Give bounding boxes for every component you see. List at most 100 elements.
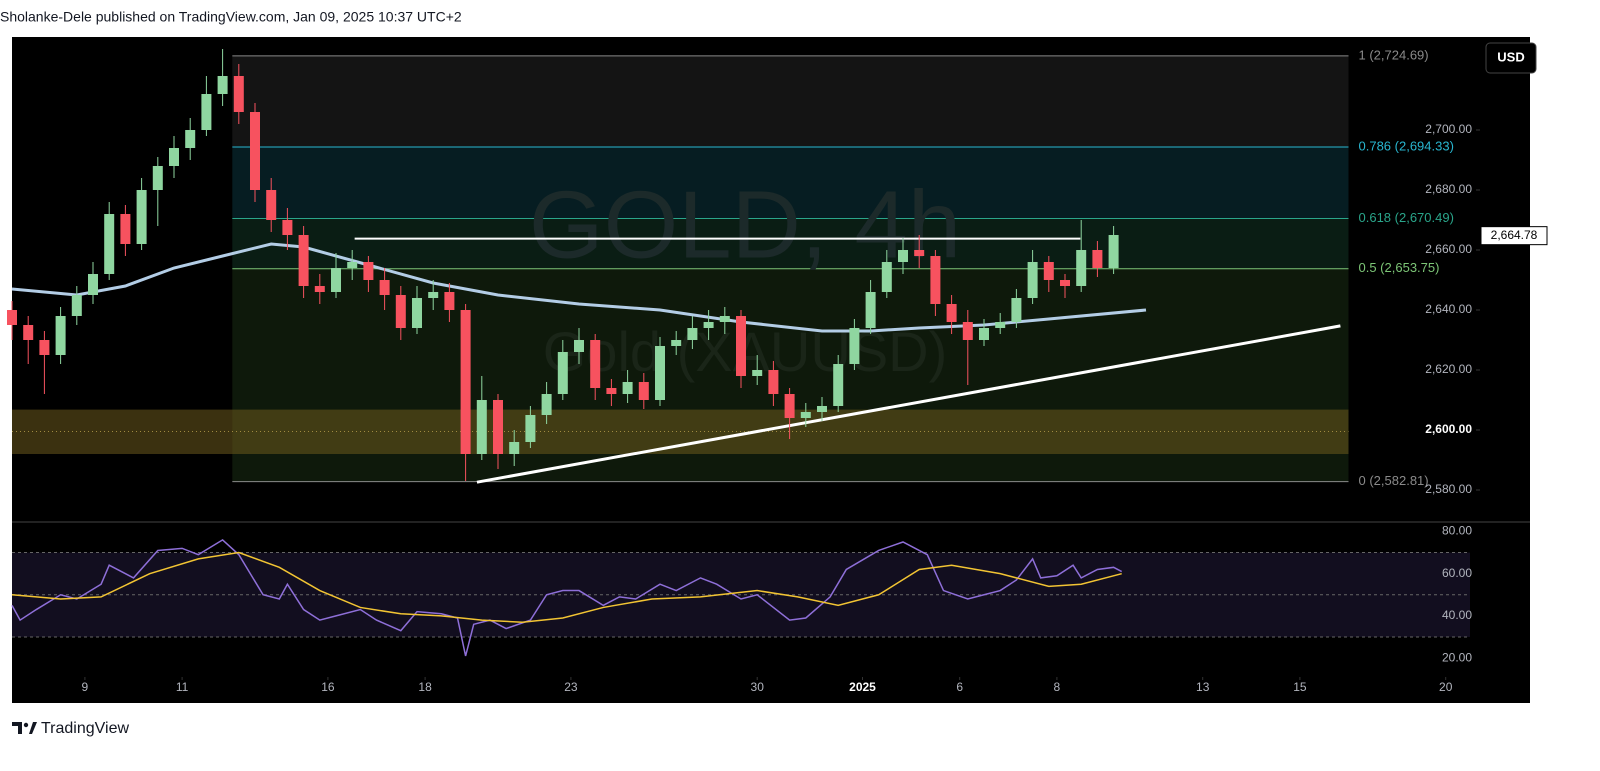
rsi-tick-label: 40.00 bbox=[1442, 608, 1472, 622]
brand-logo bbox=[12, 722, 37, 734]
y-tick-label: 2,660.00 bbox=[1425, 242, 1472, 256]
rsi-tick-label: 20.00 bbox=[1442, 650, 1472, 664]
rsi-tick-label: 60.00 bbox=[1442, 566, 1472, 580]
candle-body bbox=[233, 76, 244, 112]
candle-body bbox=[493, 400, 503, 454]
candle-body bbox=[1092, 250, 1103, 268]
fib-zone bbox=[232, 218, 1349, 269]
candle-body bbox=[298, 235, 309, 286]
x-tick-label: 11 bbox=[176, 680, 189, 694]
currency-label[interactable]: USD bbox=[1497, 49, 1524, 64]
candle-body bbox=[703, 322, 714, 328]
candle-body bbox=[136, 190, 147, 244]
rsi-tick-label: 80.00 bbox=[1442, 524, 1472, 538]
candle-body bbox=[1108, 235, 1119, 268]
fib-label: 1 (2,724.69) bbox=[1359, 47, 1429, 62]
candle-body bbox=[395, 295, 406, 328]
candle-body bbox=[152, 166, 163, 190]
y-tick-label: 2,620.00 bbox=[1425, 362, 1472, 376]
candle-body bbox=[1027, 262, 1038, 298]
rsi-line bbox=[11, 538, 1123, 657]
candle-body bbox=[784, 394, 795, 418]
candle-body bbox=[946, 304, 957, 322]
candle-body bbox=[331, 268, 341, 292]
x-tick-label: 15 bbox=[1293, 680, 1307, 694]
candle-body bbox=[104, 214, 115, 274]
x-tick-label: 2025 bbox=[849, 680, 876, 694]
fib-label: 0 (2,582.81) bbox=[1359, 473, 1429, 488]
candle-body bbox=[865, 292, 876, 328]
candle-body bbox=[509, 442, 520, 454]
candle-body bbox=[979, 328, 989, 340]
candle-body bbox=[752, 370, 763, 376]
candle-body bbox=[55, 316, 66, 355]
candle-body bbox=[995, 322, 1006, 328]
candle-body bbox=[622, 382, 633, 394]
candle-body bbox=[1076, 250, 1087, 286]
candle-body bbox=[914, 250, 925, 256]
candle-body bbox=[881, 262, 892, 292]
rsi-line bbox=[11, 551, 1122, 623]
moving-average bbox=[11, 242, 1147, 333]
candle-body bbox=[541, 394, 552, 415]
candle-body bbox=[736, 316, 746, 376]
x-tick-label: 13 bbox=[1196, 680, 1210, 694]
brand: TradingView bbox=[41, 720, 129, 737]
currency-button[interactable] bbox=[1485, 42, 1537, 74]
candle-body bbox=[833, 364, 844, 406]
candle-body bbox=[849, 328, 860, 364]
candle-body bbox=[1011, 298, 1022, 322]
candle-body bbox=[444, 292, 455, 310]
candle-body bbox=[655, 346, 665, 400]
fib-zone bbox=[232, 55, 1349, 148]
x-tick-label: 30 bbox=[751, 680, 765, 694]
trend-line bbox=[476, 324, 1341, 484]
candle-body bbox=[557, 352, 568, 394]
candle-body bbox=[88, 274, 98, 295]
candle-body bbox=[719, 316, 730, 322]
y-tick-label: 2,640.00 bbox=[1425, 302, 1472, 316]
candle-body bbox=[282, 220, 293, 235]
candle-body bbox=[460, 310, 471, 454]
plot: 1 (2,724.69) 0.786 (2,694.33) 0.618 (2,670… bbox=[7, 47, 1548, 694]
candle-body bbox=[800, 412, 811, 418]
x-tick-label: 8 bbox=[1054, 680, 1061, 694]
fib-label: 0.786 (2,694.33) bbox=[1359, 138, 1454, 153]
candle-body bbox=[1060, 280, 1070, 286]
candle-body bbox=[606, 388, 617, 394]
x-tick-label: 9 bbox=[82, 680, 89, 694]
fib-label: 0.5 (2,653.75) bbox=[1359, 260, 1440, 275]
fib-zone bbox=[232, 147, 1349, 219]
candle-body bbox=[314, 286, 325, 292]
candle-body bbox=[574, 340, 584, 352]
candle-body bbox=[590, 340, 601, 388]
candle-body bbox=[898, 250, 908, 262]
x-tick-label: 20 bbox=[1439, 680, 1453, 694]
fib-label: 0.618 (2,670.49) bbox=[1359, 210, 1454, 225]
candle-body bbox=[23, 325, 34, 340]
candle-body bbox=[962, 322, 973, 340]
x-tick-label: 16 bbox=[321, 680, 335, 694]
candle-body bbox=[266, 190, 277, 220]
candle-body bbox=[768, 370, 779, 394]
candle-body bbox=[412, 298, 422, 328]
y-tick-label: 2,600.00 bbox=[1425, 422, 1472, 436]
candle-body bbox=[169, 148, 179, 166]
y-tick-label: 2,700.00 bbox=[1425, 122, 1472, 136]
candle-body bbox=[363, 262, 374, 280]
y-tick-label: 2,680.00 bbox=[1425, 182, 1472, 196]
candle-body bbox=[428, 292, 439, 298]
candle-body bbox=[185, 130, 196, 148]
candle-body bbox=[379, 280, 390, 295]
candle-body bbox=[39, 340, 50, 355]
x-tick-label: 23 bbox=[564, 680, 578, 694]
candle-body bbox=[201, 94, 212, 130]
x-tick-label: 6 bbox=[956, 680, 963, 694]
candle-body bbox=[671, 340, 682, 346]
candle-body bbox=[347, 262, 358, 268]
header: Sholanke-Dele published on TradingView.c… bbox=[0, 9, 462, 25]
candle-body bbox=[638, 382, 649, 400]
candle-body bbox=[217, 76, 228, 94]
